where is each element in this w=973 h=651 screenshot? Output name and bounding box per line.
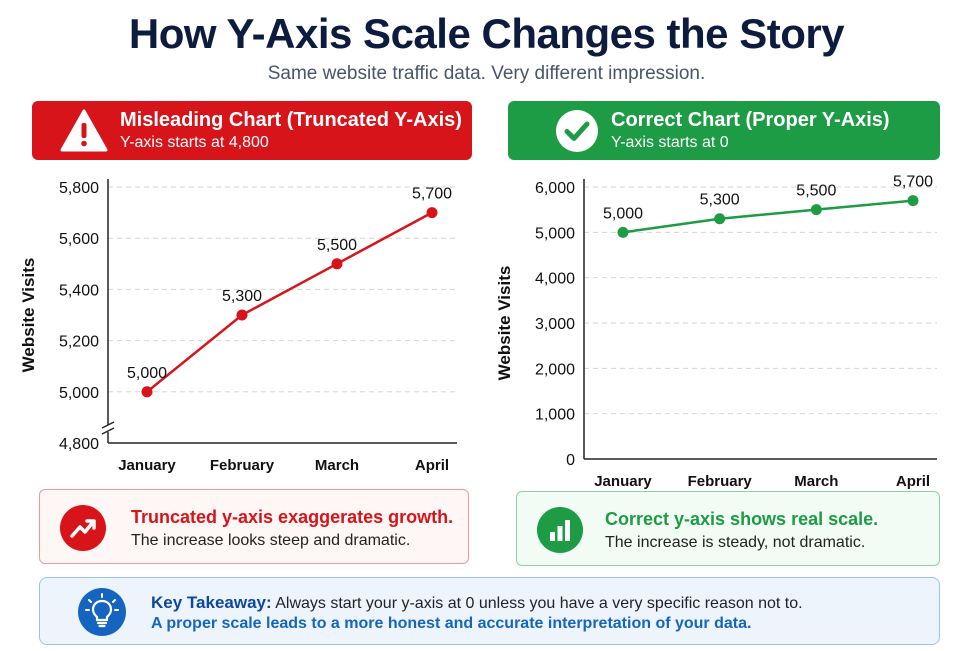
correct-note-text: The increase is steady, not dramatic. xyxy=(605,534,866,551)
data-label: 5,500 xyxy=(317,237,357,254)
trending-up-icon xyxy=(60,505,106,551)
x-tick-label: March xyxy=(794,473,838,490)
misleading-chart-banner: Misleading Chart (Truncated Y-Axis) Y-ax… xyxy=(32,101,472,160)
axis-break-mark xyxy=(101,421,115,435)
key-takeaway-box: Key Takeaway: Always start your y-axis a… xyxy=(39,577,940,645)
y-tick-label: 2,000 xyxy=(535,361,575,378)
takeaway-line-2: A proper scale leads to a more honest an… xyxy=(151,615,752,632)
data-label: 5,700 xyxy=(893,174,933,191)
data-label: 5,300 xyxy=(700,192,740,209)
data-point xyxy=(236,309,248,321)
y-tick-label: 4,800 xyxy=(59,436,99,453)
takeaway-line-1: Key Takeaway: Always start your y-axis a… xyxy=(151,593,803,613)
takeaway-text: Always start your y-axis at 0 unless you… xyxy=(275,595,803,612)
data-label: 5,000 xyxy=(603,205,643,222)
check-circle-icon xyxy=(556,110,598,152)
data-point xyxy=(426,207,438,219)
page-subtitle: Same website traffic data. Very differen… xyxy=(267,63,706,84)
takeaway-label: Key Takeaway: xyxy=(151,593,272,612)
correct-chart-title: Correct Chart (Proper Y-Axis) xyxy=(611,109,890,131)
data-label: 5,700 xyxy=(412,186,452,203)
y-tick-label: 1,000 xyxy=(535,407,575,424)
x-tick-label: April xyxy=(415,457,449,474)
data-label: 5,500 xyxy=(796,183,836,200)
data-label: 5,000 xyxy=(127,365,167,382)
data-point xyxy=(907,195,919,207)
x-tick-label: March xyxy=(315,457,359,474)
x-tick-label: January xyxy=(594,473,652,490)
data-point xyxy=(810,204,822,216)
data-point xyxy=(714,213,726,225)
warning-icon xyxy=(60,109,108,152)
misleading-note-card: Truncated y-axis exaggerates growth. The… xyxy=(39,489,469,564)
y-tick-label: 0 xyxy=(566,452,575,469)
correct-note-title: Correct y-axis shows real scale. xyxy=(605,509,879,529)
y-axis-label: Website Visits xyxy=(19,258,38,373)
data-point xyxy=(617,226,629,238)
y-tick-label: 5,600 xyxy=(59,231,99,248)
x-tick-label: February xyxy=(210,457,275,474)
y-tick-label: 5,200 xyxy=(59,334,99,351)
y-tick-label: 6,000 xyxy=(535,180,575,197)
y-tick-label: 3,000 xyxy=(535,316,575,333)
lightbulb-icon xyxy=(78,588,126,636)
y-axis-label: Website Visits xyxy=(495,266,514,381)
y-tick-label: 5,400 xyxy=(59,282,99,299)
misleading-chart-title: Misleading Chart (Truncated Y-Axis) xyxy=(120,109,462,131)
x-tick-label: January xyxy=(118,457,176,474)
bar-chart-icon xyxy=(537,507,583,553)
y-tick-label: 5,800 xyxy=(59,180,99,197)
page-title: How Y-Axis Scale Changes the Story xyxy=(128,10,845,57)
y-tick-label: 5,000 xyxy=(59,385,99,402)
x-tick-label: April xyxy=(896,473,930,490)
y-tick-label: 4,000 xyxy=(535,271,575,288)
misleading-note-text: The increase looks steep and dramatic. xyxy=(131,532,411,549)
correct-chart-subtitle: Y-axis starts at 0 xyxy=(611,134,729,151)
misleading-note-title: Truncated y-axis exaggerates growth. xyxy=(131,507,454,527)
y-tick-label: 5,000 xyxy=(535,225,575,242)
correct-chart-banner: Correct Chart (Proper Y-Axis) Y-axis sta… xyxy=(508,101,940,160)
correct-line-chart: 0 1,000 2,000 3,000 4,000 5,000 6,000 Website V… xyxy=(495,174,937,490)
series-line xyxy=(622,199,914,234)
data-point xyxy=(141,386,153,398)
data-point xyxy=(331,258,343,270)
x-tick-label: February xyxy=(688,473,753,490)
series-line xyxy=(146,211,433,393)
correct-note-card: Correct y-axis shows real scale. The inc… xyxy=(516,491,940,566)
misleading-line-chart: 4,800 5,000 5,200 5,400 5,600 5,800 Website Vi… xyxy=(19,179,457,474)
data-label: 5,300 xyxy=(222,288,262,305)
misleading-chart-subtitle: Y-axis starts at 4,800 xyxy=(120,134,269,151)
